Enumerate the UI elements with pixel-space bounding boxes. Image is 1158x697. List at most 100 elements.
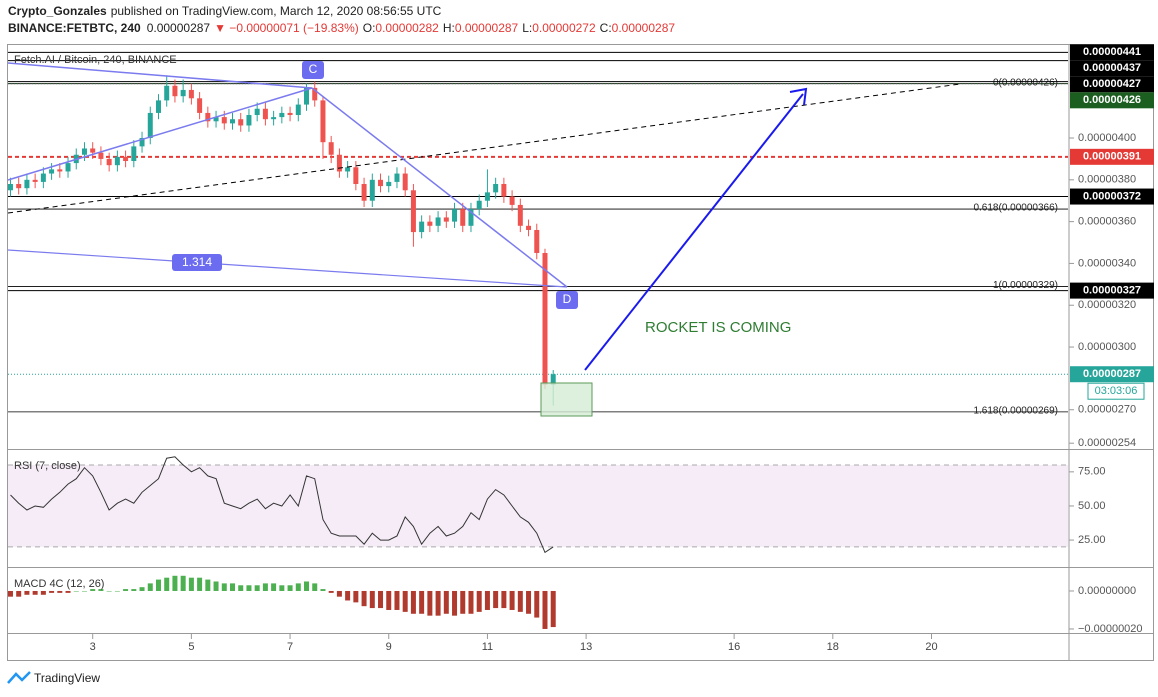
price-level-label: 0.00000426 (1083, 94, 1141, 106)
histogram-bar (460, 590, 466, 614)
symbol-line: BINANCE:FETBTC, 240 0.00000287 ▼ −0.000000… (8, 21, 675, 35)
candle-body (361, 184, 367, 201)
candle-body (402, 173, 408, 191)
histogram-bar (106, 590, 112, 592)
candle-body (279, 112, 285, 118)
candle-body (336, 154, 342, 172)
histogram-bar (279, 585, 285, 591)
arrow-head (789, 87, 808, 106)
histogram-bar (402, 590, 408, 612)
candle-body (542, 252, 548, 385)
y-tick-label: 0.00000380 (1078, 174, 1136, 186)
candle-body (131, 146, 137, 162)
candle-body (229, 119, 235, 124)
pane-title: MACD 4C (12, 26) (14, 578, 104, 590)
candle-body (509, 196, 515, 205)
histogram-bar (542, 590, 548, 629)
countdown-tag (1087, 382, 1145, 400)
histogram-bar (57, 590, 63, 593)
histogram-bar (378, 590, 384, 609)
pattern-line (7, 62, 313, 89)
pattern-line (7, 87, 313, 181)
histogram-bar (221, 583, 227, 591)
histogram-bar (312, 583, 318, 591)
ohlc-value: 0.00000282 (375, 21, 439, 35)
x-tick-label: 16 (728, 641, 740, 653)
histogram-bar (197, 577, 203, 591)
histogram-bar (271, 583, 277, 591)
marks: 0.00000400 0.00000380 0.00000360 0.00000340… (7, 44, 1154, 653)
histogram-bar (90, 589, 96, 591)
y-tick-label: 0.00000254 (1078, 437, 1136, 449)
histogram-bar (24, 590, 30, 595)
candle-body (65, 163, 71, 172)
histogram-bar (287, 585, 293, 591)
histogram-bar (435, 590, 441, 616)
candle-body (114, 156, 120, 166)
candle-body (378, 179, 384, 187)
histogram-bar (410, 590, 416, 614)
histogram-bar (493, 590, 499, 609)
change: ▼ −0.00000071 (−19.83%) (214, 21, 359, 35)
histogram-bar (443, 590, 449, 614)
y-tick-label: 0.00000000 (1078, 585, 1136, 597)
ratio-label-bg (172, 254, 222, 271)
y-tick-label: 0.00000340 (1078, 257, 1136, 269)
candle-body (452, 209, 458, 222)
price-level-label: 0.00000327 (1083, 285, 1141, 297)
candle-body (197, 98, 203, 113)
candle-body (304, 87, 310, 105)
price-level-tag (1070, 366, 1154, 383)
x-tick-label: 9 (386, 641, 392, 653)
candle-body (90, 148, 96, 153)
candle-body (484, 192, 490, 201)
brand: TradingView (34, 671, 100, 685)
candle-body (534, 229, 540, 253)
candle-body (238, 119, 244, 126)
ratio-label: 1.314 (182, 255, 212, 269)
histogram-bar (534, 590, 540, 618)
histogram-bar (517, 590, 523, 612)
candle-body (172, 85, 178, 97)
drawings: C D 1.314 ROCKET IS COMING (7, 61, 961, 417)
histogram-bar (180, 575, 186, 591)
y-tick-label: 0.00000400 (1078, 132, 1136, 144)
candle-body (287, 112, 293, 116)
y-tick-label: 0.00000300 (1078, 341, 1136, 353)
candle-body (139, 138, 145, 147)
histogram-bar (262, 583, 268, 591)
point-label: D (563, 292, 572, 306)
point-label-bg (302, 61, 324, 79)
price-level-tag (1070, 92, 1154, 109)
y-tick-label: 25.00 (1078, 534, 1106, 546)
price-level-label: 0.00000391 (1083, 151, 1141, 163)
candle-body (410, 190, 416, 233)
histogram-bar (7, 590, 13, 597)
candle-body (295, 104, 301, 116)
price-level-label: 0.00000437 (1083, 62, 1141, 74)
histogram-bar (139, 587, 145, 591)
candle-body (550, 374, 556, 385)
histogram-bar (452, 590, 458, 616)
candle-body (517, 204, 523, 226)
histogram-bar (164, 577, 170, 591)
y-tick-label: 50.00 (1078, 500, 1106, 512)
histogram-bar (213, 581, 219, 591)
x-tick-label: 3 (90, 641, 96, 653)
histogram-bar (427, 590, 433, 616)
candle-body (328, 142, 334, 155)
x-tick-label: 20 (925, 641, 937, 653)
candle-body (213, 117, 219, 122)
candle-body (188, 89, 194, 99)
candle-body (320, 100, 326, 143)
point-label-bg (556, 291, 578, 309)
fib-label: 0(0.00000426) (993, 77, 1058, 88)
histogram-bar (32, 590, 38, 595)
price-level-label: 0.00000372 (1083, 190, 1141, 202)
publish-line: Crypto_Gonzales published on TradingView.… (8, 4, 442, 18)
histogram-bar (73, 590, 79, 592)
histogram-bar (369, 590, 375, 609)
histogram-bar (238, 585, 244, 591)
y-tick-label: 0.00000320 (1078, 299, 1136, 311)
y-tick-label: −0.00000020 (1078, 623, 1143, 635)
